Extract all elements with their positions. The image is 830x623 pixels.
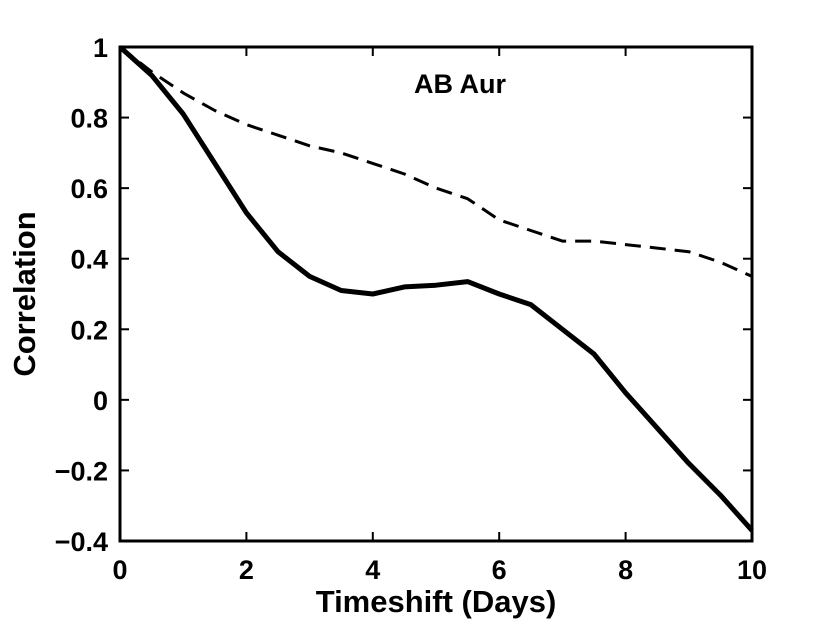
x-tick-label: 6 [492,555,507,585]
series-line-solid [118,45,754,533]
series-line-dashed [119,45,753,278]
y-axis-label: Correlation [7,211,42,376]
y-tick-label: 1 [93,33,108,63]
x-tick-label: 2 [239,555,254,585]
x-tick-label: 8 [618,555,633,585]
y-tick-label: 0 [93,386,108,416]
x-tick-label: 4 [365,555,380,585]
y-tick-label: 0.2 [70,315,108,345]
x-tick-label: 0 [112,555,127,585]
series-layer [118,45,754,533]
y-tick-label: 0.4 [70,245,108,275]
y-tick-label: 0.8 [70,104,108,134]
x-axis-label: Timeshift (Days) [316,584,557,619]
ticks-layer: 0 2 4 6 8 10 1 0.8 0.6 0.4 0.2 0 −0.2 −0.4 [55,33,767,585]
y-tick-label: −0.4 [55,527,108,557]
axes-frame [118,45,754,543]
y-tick-label: −0.2 [55,456,108,486]
x-tick-label: 10 [737,555,767,585]
chart-title: AB Aur [414,69,506,99]
y-tick-label: 0.6 [70,174,108,204]
